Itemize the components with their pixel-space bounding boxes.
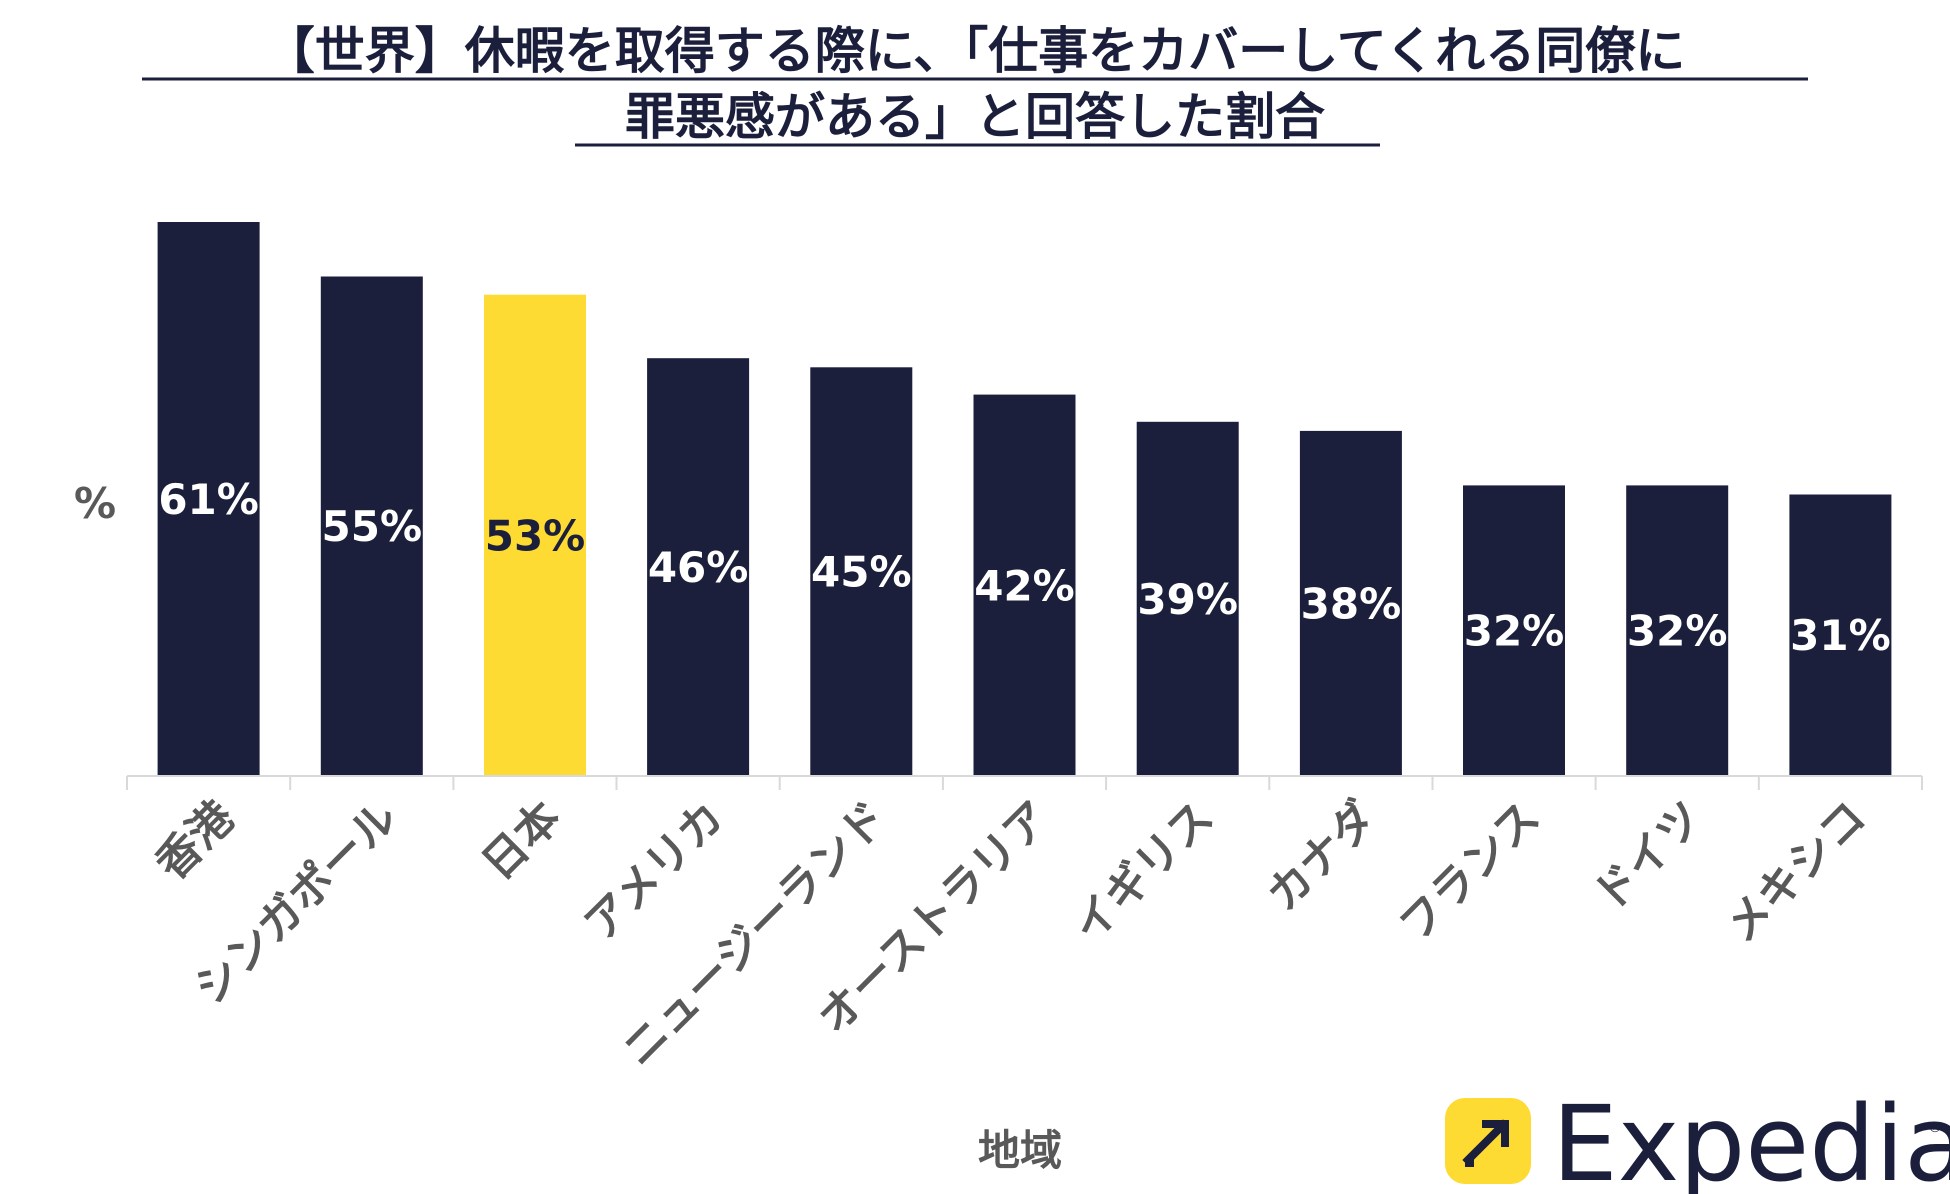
x-axis-label: 地域	[978, 1126, 1062, 1175]
bar-value-label: 32%	[1464, 607, 1565, 656]
bar-value-label: 53%	[485, 511, 586, 560]
category-label: ドイツ	[1584, 792, 1713, 921]
bar-value-labels: 61% 55% 53% 46% 45% 42% 39% 38% 32% 32% 31%	[158, 475, 1890, 660]
bar-value-label: 42%	[974, 561, 1075, 610]
category-label: メキシコ	[1716, 792, 1877, 953]
bar-value-label: 39%	[1137, 575, 1238, 624]
expedia-arrow-icon	[1445, 1098, 1531, 1184]
bar-value-label: 61%	[158, 475, 259, 524]
expedia-logo: Expedia ®	[1445, 1083, 1950, 1194]
category-label: カナダ	[1257, 792, 1386, 921]
bars	[157, 222, 1892, 776]
category-label: 日本	[472, 792, 570, 890]
category-label: フランス	[1390, 792, 1550, 952]
bar-10	[1626, 485, 1729, 776]
bar-value-label: 45%	[811, 548, 912, 597]
bar-6	[973, 394, 1076, 776]
bar-9	[1463, 485, 1565, 776]
category-label: イギリス	[1063, 792, 1224, 953]
bar-value-label: 31%	[1790, 611, 1891, 660]
bar-1	[157, 222, 260, 776]
bar-4	[647, 358, 750, 776]
bar-2	[320, 276, 423, 776]
bar-11	[1789, 494, 1892, 776]
chart-title-line-1: 【世界】休暇を取得する際に、「仕事をカバーしてくれる同僚に	[265, 22, 1686, 80]
x-axis	[126, 775, 1923, 790]
expedia-wordmark: Expedia	[1552, 1083, 1950, 1194]
registered-mark: ®	[1928, 1120, 1942, 1136]
bar-value-label: 55%	[322, 502, 423, 551]
bar-value-label: 38%	[1301, 579, 1402, 628]
bar-7	[1136, 421, 1239, 776]
bar-value-label: 46%	[648, 543, 749, 592]
category-label: アメリカ	[575, 792, 734, 951]
y-axis-label: %	[74, 479, 116, 528]
category-label: 香港	[146, 791, 245, 890]
bar-value-label: 32%	[1627, 607, 1728, 656]
chart-title: 【世界】休暇を取得する際に、「仕事をカバーしてくれる同僚に 罪悪感がある」と回答…	[142, 22, 1808, 147]
bar-8	[1299, 430, 1402, 776]
bar-5	[810, 367, 913, 776]
chart-title-line-2: 罪悪感がある」と回答した割合	[625, 88, 1325, 146]
bar-3	[484, 294, 586, 776]
